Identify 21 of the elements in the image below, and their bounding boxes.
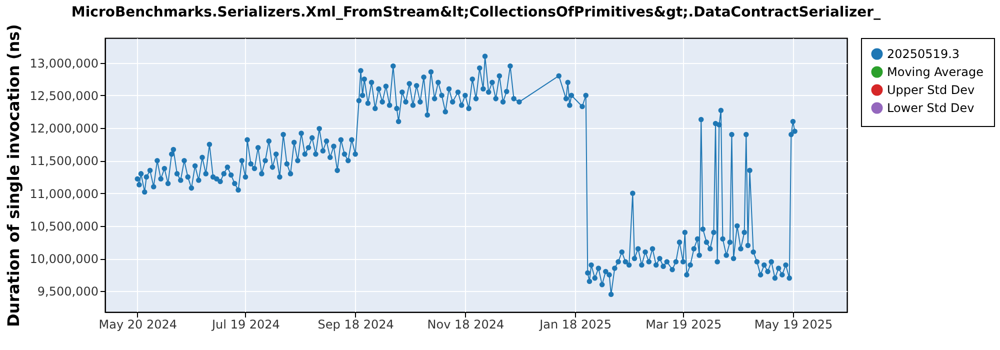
y-tick-label: 11,000,000 [30,186,98,201]
x-tick-label: May 19 2025 [754,318,833,332]
x-tick-label: Jan 18 2025 [538,318,612,332]
legend-label: Upper Std Dev [887,83,975,97]
x-tick-label: Sep 18 2024 [318,318,394,332]
y-tick-label: 10,500,000 [30,219,98,234]
legend-label: Lower Std Dev [887,101,974,115]
y-tick-label: 10,000,000 [30,252,98,266]
legend-label: 20250519.3 [887,47,960,61]
y-tick-label: 13,000,000 [30,56,98,70]
y-tick-label: 12,500,000 [30,88,98,103]
x-tick-label: Mar 19 2025 [646,318,722,332]
x-tick-label: Nov 18 2024 [427,318,504,332]
legend-label: Moving Average [887,65,984,79]
chart-title: MicroBenchmarks.Serializers.Xml_FromStream&lt;CollectionsOfPrimitives&gt;.DataContractSerializer_ [71,4,881,21]
y-tick-label: 9,500,000 [37,284,98,299]
y-tick-label: 12,000,000 [30,122,98,136]
x-tick-label: May 20 2024 [98,318,178,332]
x-tick-label: Jul 19 2024 [211,318,280,332]
y-axis-title: Duration of single invocation (ns) [4,24,23,327]
y-tick-label: 11,500,000 [30,154,98,168]
